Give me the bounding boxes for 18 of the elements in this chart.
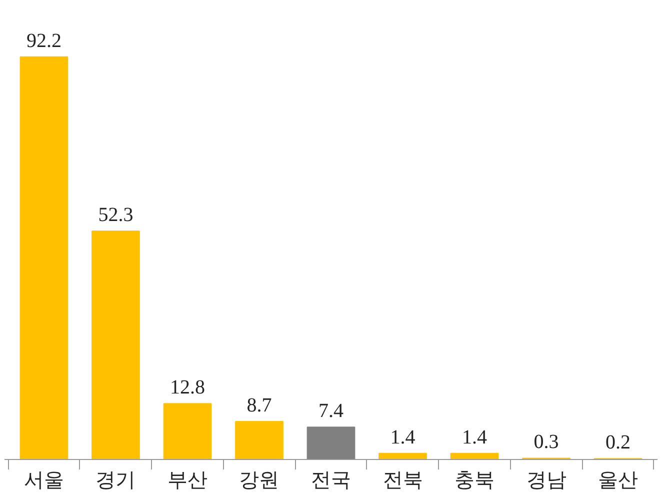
x-tick-label: 전북	[382, 470, 423, 492]
data-label: 8.7	[246, 394, 272, 417]
data-label: 92.2	[26, 30, 62, 52]
data-label: 7.4	[318, 400, 344, 422]
x-tick-label: 전국	[311, 470, 351, 492]
x-tick-label: 경기	[96, 470, 136, 492]
x-tick-label: 강원	[239, 470, 280, 492]
x-tick-label: 울산	[598, 470, 638, 492]
x-tick-label: 부산	[167, 470, 208, 492]
data-label: 52.3	[98, 204, 134, 226]
data-label: 0.2	[606, 432, 631, 454]
data-label: 12.8	[170, 376, 205, 399]
data-label: 1.4	[390, 426, 416, 448]
data-label: 1.4	[462, 426, 488, 448]
x-tick-label: 경남	[526, 470, 566, 492]
x-tick-label: 충북	[454, 470, 495, 492]
data-label: 0.3	[534, 431, 559, 454]
x-tick-label: 서울	[24, 470, 64, 492]
